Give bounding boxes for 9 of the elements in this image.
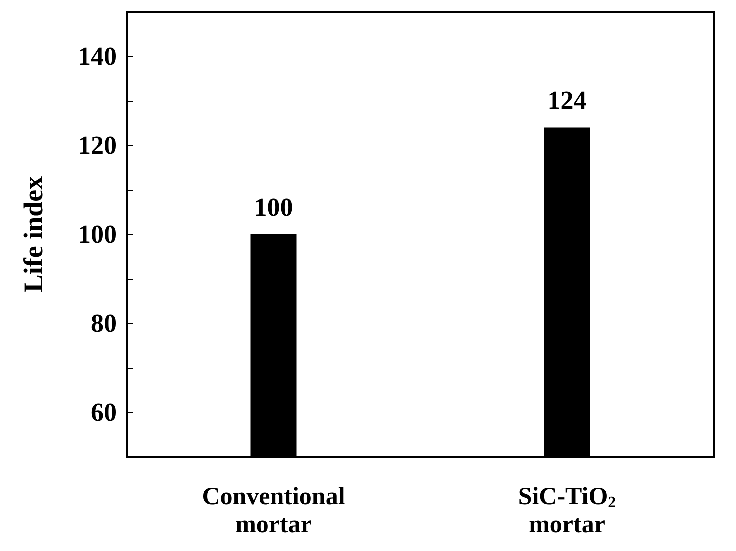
- y-tick-label: 60: [91, 398, 117, 427]
- y-axis-title: Life index: [18, 176, 48, 293]
- data-label: 100: [254, 193, 294, 222]
- data-label: 124: [548, 86, 587, 116]
- y-tick-label: 100: [78, 220, 117, 249]
- y-tick-label: 80: [91, 309, 117, 338]
- x-tick-label: Conventional mortar: [202, 484, 346, 538]
- y-tick-label: 120: [78, 131, 117, 160]
- y-tick-label: 140: [78, 42, 117, 71]
